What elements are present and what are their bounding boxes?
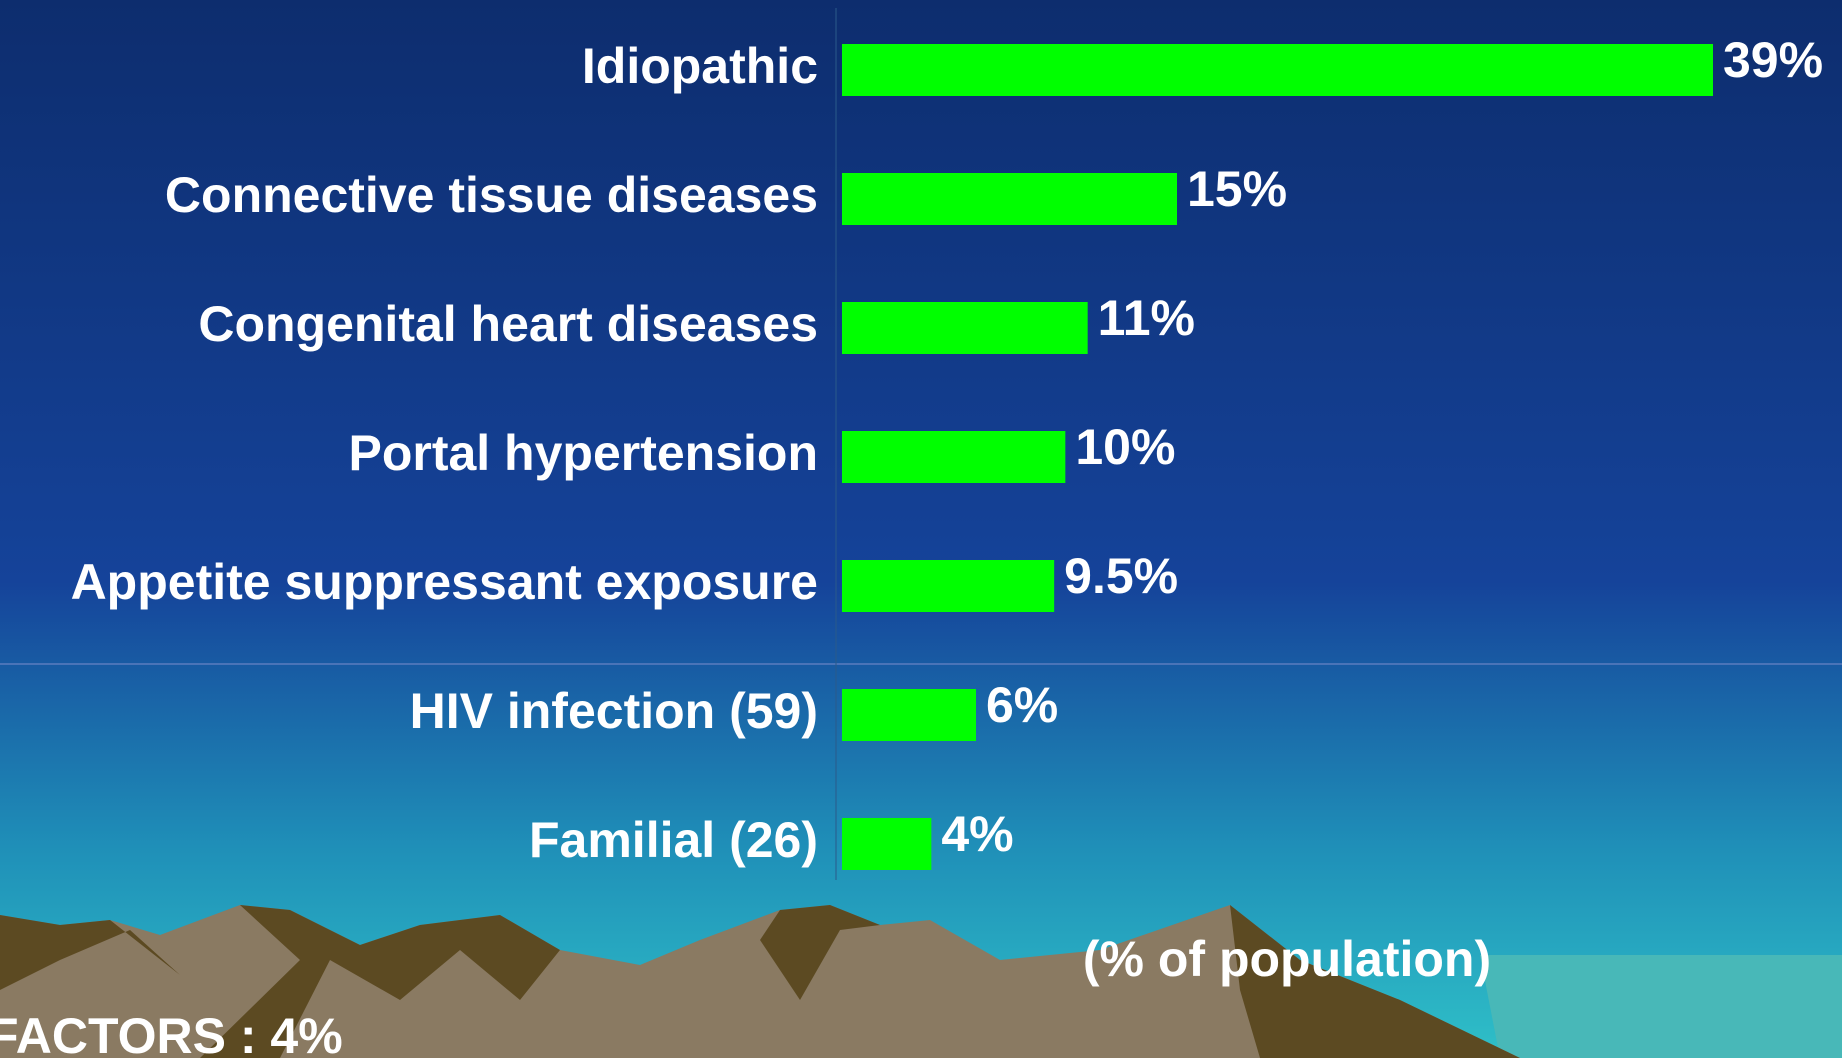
category-label: Familial (26) xyxy=(529,812,818,868)
category-label: Connective tissue diseases xyxy=(165,167,818,223)
bar xyxy=(842,431,1065,483)
category-label: Appetite suppressant exposure xyxy=(71,554,818,610)
bar xyxy=(842,560,1054,612)
chart: (% of population) FACTORS : 4% Idiopathi… xyxy=(0,0,1842,1058)
bar xyxy=(842,44,1713,96)
water xyxy=(1480,955,1842,1058)
value-label: 39% xyxy=(1723,32,1823,88)
bar xyxy=(842,173,1177,225)
bar xyxy=(842,689,976,741)
page: {"chart_data": {"type": "bar", "orientat… xyxy=(0,0,1842,1058)
footer-text: FACTORS : 4% xyxy=(0,1008,343,1058)
value-label: 11% xyxy=(1098,290,1195,346)
axis-note: (% of population) xyxy=(1083,931,1491,987)
background xyxy=(0,0,1842,1058)
value-label: 9.5% xyxy=(1064,548,1178,604)
category-label: Congenital heart diseases xyxy=(198,296,818,352)
category-label: Idiopathic xyxy=(582,38,818,94)
bar xyxy=(842,302,1088,354)
value-label: 6% xyxy=(986,677,1058,733)
bar xyxy=(842,818,931,870)
value-label: 10% xyxy=(1075,419,1175,475)
value-label: 15% xyxy=(1187,161,1287,217)
value-label: 4% xyxy=(941,806,1013,862)
category-label: Portal hypertension xyxy=(348,425,818,481)
category-label: HIV infection (59) xyxy=(410,683,818,739)
